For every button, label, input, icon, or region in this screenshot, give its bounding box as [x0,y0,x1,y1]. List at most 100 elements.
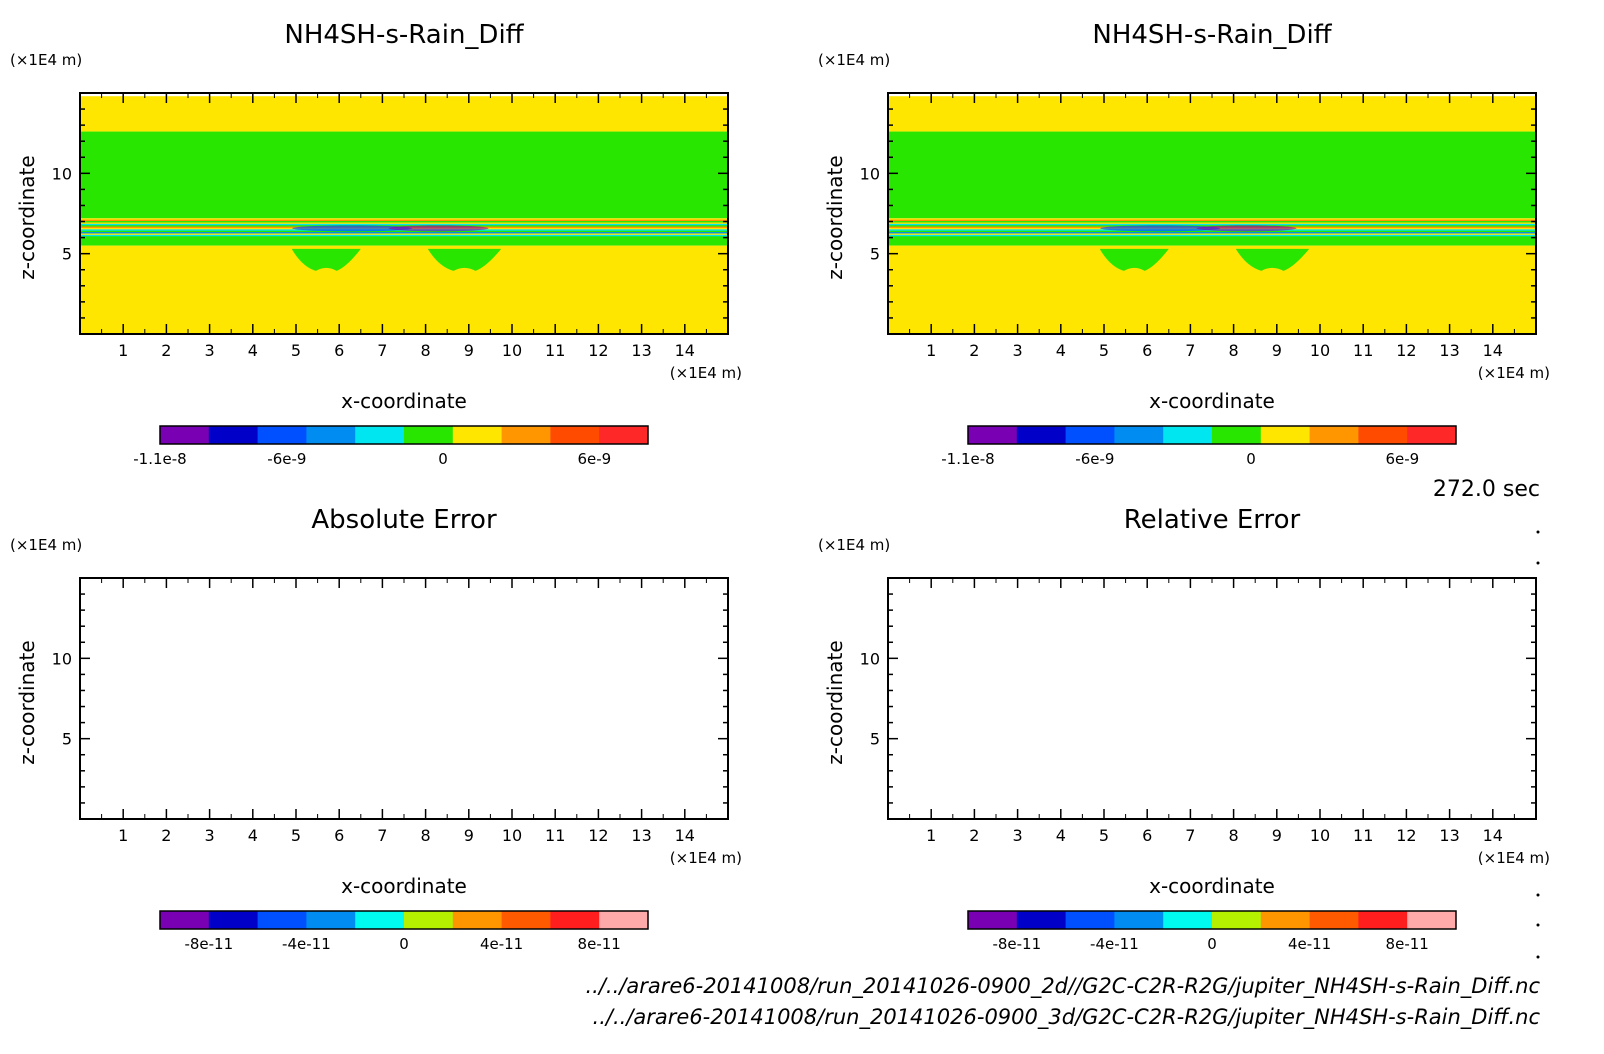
y-unit-label: (×1E4 m) [10,536,82,554]
field-layer-stripe [888,219,1536,222]
file-path-1: ../../arare6-20141008/run_20141026-0900_… [585,974,1540,999]
marker-dot [1536,923,1540,927]
x-tick-label: 4 [1056,341,1066,360]
x-tick-label: 6 [1142,341,1152,360]
y-unit-label: (×1E4 m) [818,536,890,554]
field-layer-stripe [888,218,1536,221]
colorbar-swatch [208,426,259,444]
colorbar-swatch [1016,426,1067,444]
field-layer-stripe [888,221,1536,223]
x-tick-label: 11 [545,341,565,360]
x-tick-label: 13 [631,341,651,360]
y-axis-label: z-coordinate [823,155,847,279]
marker-dot [1536,893,1540,897]
y-tick-label: 10 [860,649,880,668]
colorbar-swatch [1065,911,1115,929]
x-axis-label: x-coordinate [341,389,467,413]
colorbar-swatch [1016,911,1067,929]
field-layer-stripe [80,232,728,234]
x-tick-label: 8 [1229,341,1239,360]
y-axis-label: z-coordinate [823,640,847,764]
x-tick-label: 13 [1439,341,1459,360]
x-tick-label: 6 [1142,826,1152,845]
field-layer-stripe [888,233,1536,236]
chart-panel-4: Relative Error(×1E4 m)1 2 3 4 5 6 7 8 9 10 11 12 13 1… [818,505,1550,953]
x-tick-label: 14 [1483,341,1503,360]
colorbar-swatch [501,911,551,929]
colorbar-label: -6e-9 [1075,450,1114,468]
x-axis-label: x-coordinate [1149,389,1275,413]
colorbar-label: 8e-11 [578,935,621,953]
x-tick-label: 5 [291,341,301,360]
colorbar-swatch [1260,426,1311,444]
y-tick-label: 10 [52,649,72,668]
colorbar-swatch [550,911,600,929]
x-tick-label: 6 [334,826,344,845]
colorbar-swatch [1407,911,1457,929]
x-tick-label: 8 [421,826,431,845]
colorbar-swatch [968,426,1018,444]
field-plume-1 [427,248,502,271]
colorbar-swatch [452,426,503,444]
x-tick-label: 12 [588,341,608,360]
x-tick-label: 10 [502,341,522,360]
x-tick-label: 9 [464,341,474,360]
time-label: 272.0 sec [1433,477,1540,502]
y-unit-label: (×1E4 m) [818,51,890,69]
field-layer-stripe [80,222,728,225]
plot-area [888,578,1536,819]
y-tick-label: 5 [870,245,880,264]
colorbar-swatch [550,426,600,444]
chart-title: Relative Error [1124,505,1301,535]
x-tick-label: 9 [1272,826,1282,845]
colorbar-swatch [257,426,307,444]
colorbar-swatch [306,911,356,929]
colorbar-label: -8e-11 [184,935,233,953]
colorbar-label: -4e-11 [282,935,331,953]
x-tick-label: 2 [969,826,979,845]
field-plume-0 [1099,248,1169,271]
colorbar-swatch [1358,911,1408,929]
field-layer-stripe [80,234,728,237]
colorbar-swatch [355,911,405,929]
x-tick-label: 7 [377,826,387,845]
colorbar-swatch [1260,911,1311,929]
x-tick-label: 3 [1013,341,1023,360]
x-tick-label: 7 [1185,341,1195,360]
x-tick-label: 13 [631,826,651,845]
colorbar-swatch [1163,426,1213,444]
x-tick-label: 10 [1310,341,1330,360]
chart-panel-1: NH4SH-s-Rain_Diff(×1E4 m)1 2 3 4 5 6 7 8 9 10 11 12… [10,20,742,468]
colorbar-swatch [599,911,649,929]
field-feature [292,225,413,232]
y-tick-label: 10 [52,164,72,183]
chart-title: Absolute Error [311,505,497,535]
field-layer-stripe [80,218,728,221]
x-tick-label: 14 [675,826,695,845]
field-layer-stripe [80,219,728,222]
chart-title: NH4SH-s-Rain_Diff [284,20,524,50]
colorbar-swatch [355,426,405,444]
x-unit-label: (×1E4 m) [670,364,742,382]
y-tick-label: 5 [62,730,72,749]
x-tick-label: 8 [421,341,431,360]
x-tick-label: 1 [926,826,936,845]
chart-title: NH4SH-s-Rain_Diff [1092,20,1332,50]
x-unit-label: (×1E4 m) [670,849,742,867]
y-tick-label: 5 [62,245,72,264]
field-plume-0 [291,248,361,271]
colorbar-label: 8e-11 [1386,935,1429,953]
y-tick-label: 5 [870,730,880,749]
x-tick-label: 14 [675,341,695,360]
colorbar-swatch [1309,426,1359,444]
colorbar-label: 6e-9 [1385,450,1419,468]
colorbar-swatch [452,911,503,929]
y-tick-label: 10 [860,164,880,183]
field-layer-stripe [80,233,728,236]
colorbar-swatch [501,426,551,444]
colorbar-label: 0 [1207,935,1217,953]
colorbar-swatch [1212,426,1262,444]
colorbar-swatch [1212,911,1262,929]
x-tick-label: 3 [1013,826,1023,845]
colorbar-label: -1.1e-8 [941,450,994,468]
